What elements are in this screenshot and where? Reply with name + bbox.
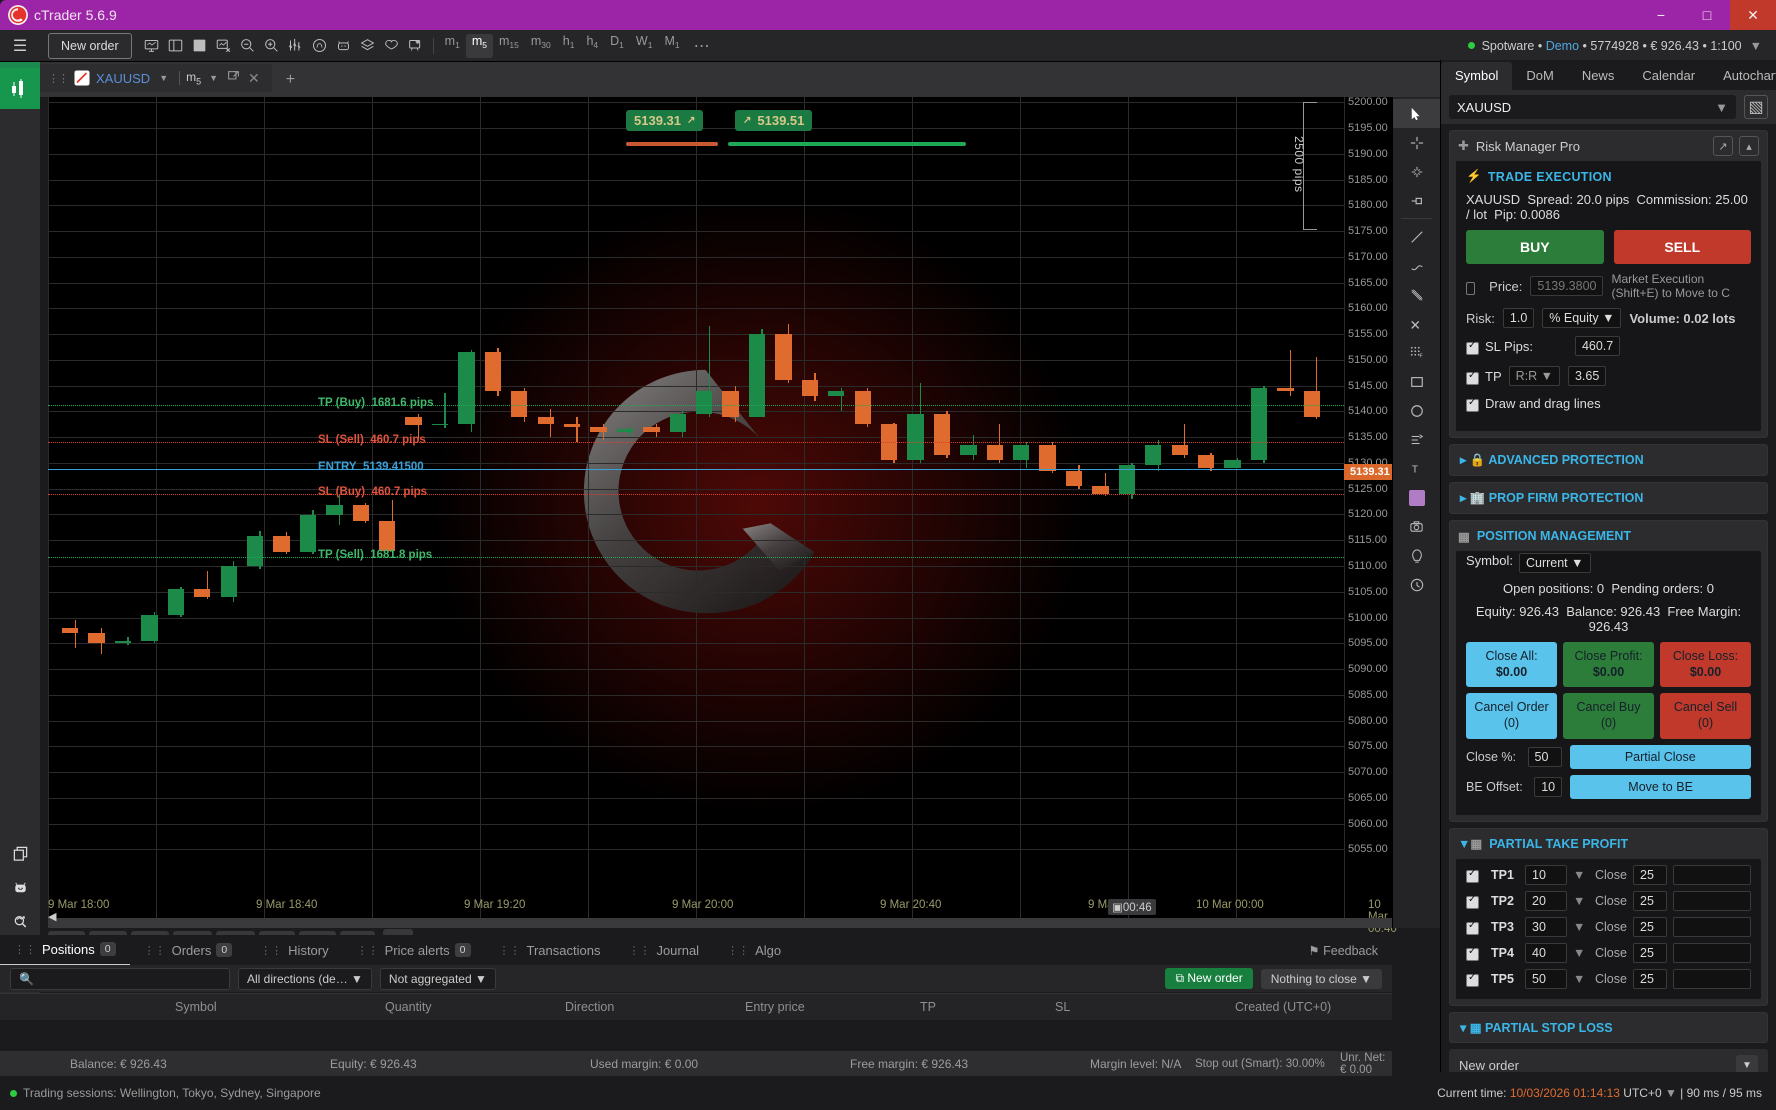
svg-text:F: F xyxy=(1419,353,1422,359)
svg-text:T: T xyxy=(1411,463,1418,475)
